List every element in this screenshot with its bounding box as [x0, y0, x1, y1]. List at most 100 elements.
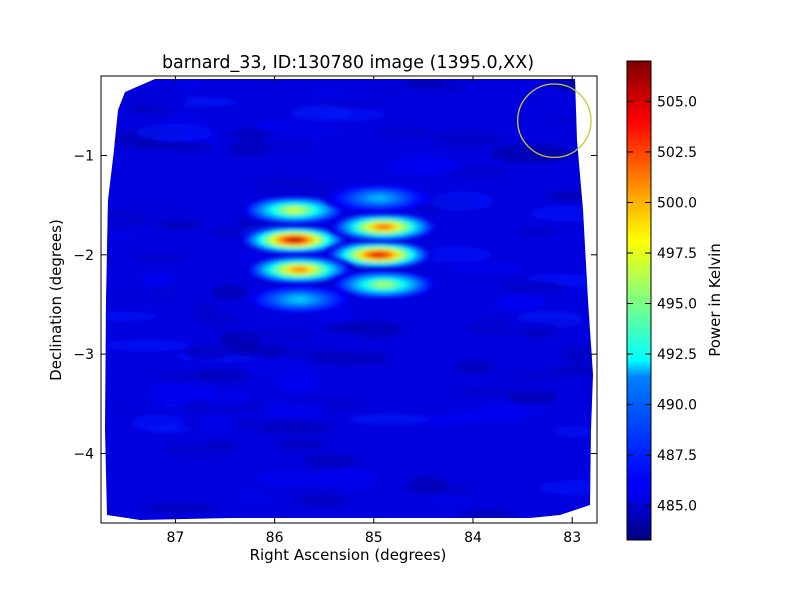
- noise-patch: [126, 105, 173, 115]
- noise-patch: [501, 368, 574, 383]
- noise-patch: [531, 205, 593, 222]
- x-axis-label: Right Ascension (degrees): [250, 546, 447, 564]
- noise-patch: [490, 272, 535, 284]
- noise-patch: [526, 273, 582, 283]
- noise-patch: [494, 294, 548, 310]
- x-tick-label: 84: [464, 530, 482, 546]
- y-tick-label: −2: [73, 248, 94, 264]
- noise-patch: [404, 79, 444, 90]
- noise-patch: [255, 472, 336, 486]
- x-tick-label: 85: [365, 530, 383, 546]
- noise-patch: [270, 139, 314, 151]
- colorbar-label: Power in Kelvin: [706, 243, 724, 357]
- noise-patch: [156, 220, 205, 230]
- noise-patch: [434, 305, 500, 319]
- heatmap-area: [101, 76, 597, 523]
- noise-patch: [275, 438, 325, 452]
- hot-spot: [328, 212, 439, 242]
- noise-patch: [105, 338, 191, 352]
- noise-patch: [415, 414, 485, 425]
- hot-spot: [328, 270, 439, 300]
- noise-patch: [211, 284, 247, 301]
- noise-patch: [118, 93, 188, 109]
- noise-patch: [256, 420, 332, 436]
- noise-patch: [105, 209, 150, 229]
- noise-patch: [285, 348, 340, 359]
- noise-patch: [420, 246, 492, 263]
- colorbar-tick-label: 497.5: [657, 246, 697, 262]
- noise-patch: [131, 413, 184, 432]
- noise-patch: [231, 128, 271, 141]
- x-tick-label: 83: [563, 530, 581, 546]
- noise-patch: [351, 320, 403, 339]
- noise-patch: [302, 454, 360, 468]
- noise-patch: [558, 344, 593, 364]
- noise-patch: [296, 493, 350, 508]
- noise-patch: [546, 114, 580, 125]
- noise-patch: [429, 128, 504, 148]
- noise-patch: [277, 124, 345, 138]
- noise-patch: [172, 79, 206, 87]
- noise-patch: [156, 370, 233, 383]
- y-tick-label: −1: [73, 148, 94, 164]
- plot-frame: [100, 75, 598, 524]
- x-tick-label: 86: [266, 530, 284, 546]
- noise-patch: [243, 360, 317, 380]
- noise-patch: [107, 185, 168, 201]
- hotspot-layer: [239, 183, 439, 314]
- noise-patch: [508, 390, 559, 405]
- sky-footprint: [105, 79, 593, 520]
- x-tick-label: 87: [166, 530, 184, 546]
- noise-patch: [552, 425, 593, 438]
- noise-patch: [143, 273, 176, 286]
- noise-patch: [134, 253, 187, 263]
- colorbar-tick-label: 500.0: [657, 195, 697, 211]
- y-tick-label: −3: [73, 347, 94, 363]
- noise-patch: [148, 281, 177, 299]
- y-axis-label: Declination (degrees): [47, 219, 65, 381]
- hot-spot: [244, 285, 355, 314]
- hot-spot: [239, 225, 350, 255]
- noise-patch: [105, 311, 160, 322]
- noise-patch: [235, 489, 272, 506]
- noise-patch: [538, 479, 593, 496]
- noise-patch: [388, 156, 460, 175]
- noise-patch: [199, 388, 252, 407]
- hot-spot: [323, 183, 434, 213]
- hot-spot: [239, 195, 350, 225]
- noise-patch: [105, 233, 141, 243]
- colorbar-gradient: [626, 60, 652, 541]
- noise-patch: [141, 503, 219, 513]
- hot-spot: [244, 255, 355, 285]
- noise-patch: [515, 227, 558, 236]
- colorbar-ticks: 485.0 487.5 490.0 492.5 495.0 497.5 500.0 502.5…: [627, 94, 697, 515]
- noise-patch: [374, 366, 409, 375]
- noise-patch: [210, 79, 282, 86]
- noise-patch: [162, 442, 234, 457]
- noise-patch: [375, 127, 432, 137]
- noise-patch: [426, 497, 475, 510]
- noise-patch: [197, 414, 238, 432]
- x-axis-ticks: 87 86 85 84 83: [166, 76, 581, 546]
- colorbar: 485.0 487.5 490.0 492.5 495.0 497.5 500.0 502.5…: [626, 60, 724, 541]
- noise-patch: [312, 84, 383, 102]
- beam-circle-marker: [516, 83, 592, 159]
- noise-patch: [428, 191, 495, 212]
- noise-patch: [268, 403, 327, 417]
- chart-title: barnard_33, ID:130780 image (1395.0,XX): [162, 53, 534, 73]
- noise-patch: [227, 140, 274, 157]
- noise-patch: [271, 115, 314, 124]
- noise-patch: [450, 264, 525, 274]
- colorbar-tick-label: 485.0: [657, 499, 697, 515]
- noise-patch: [479, 404, 543, 414]
- noise-patch: [152, 134, 221, 143]
- noise-texture: [105, 79, 593, 520]
- noise-patch: [184, 346, 232, 360]
- noise-patch: [191, 302, 221, 322]
- noise-patch: [254, 180, 338, 200]
- colorbar-tick-label: 487.5: [657, 448, 697, 464]
- colorbar-tick-label: 490.0: [657, 398, 697, 414]
- noise-patch: [453, 360, 495, 374]
- noise-patch: [505, 317, 580, 330]
